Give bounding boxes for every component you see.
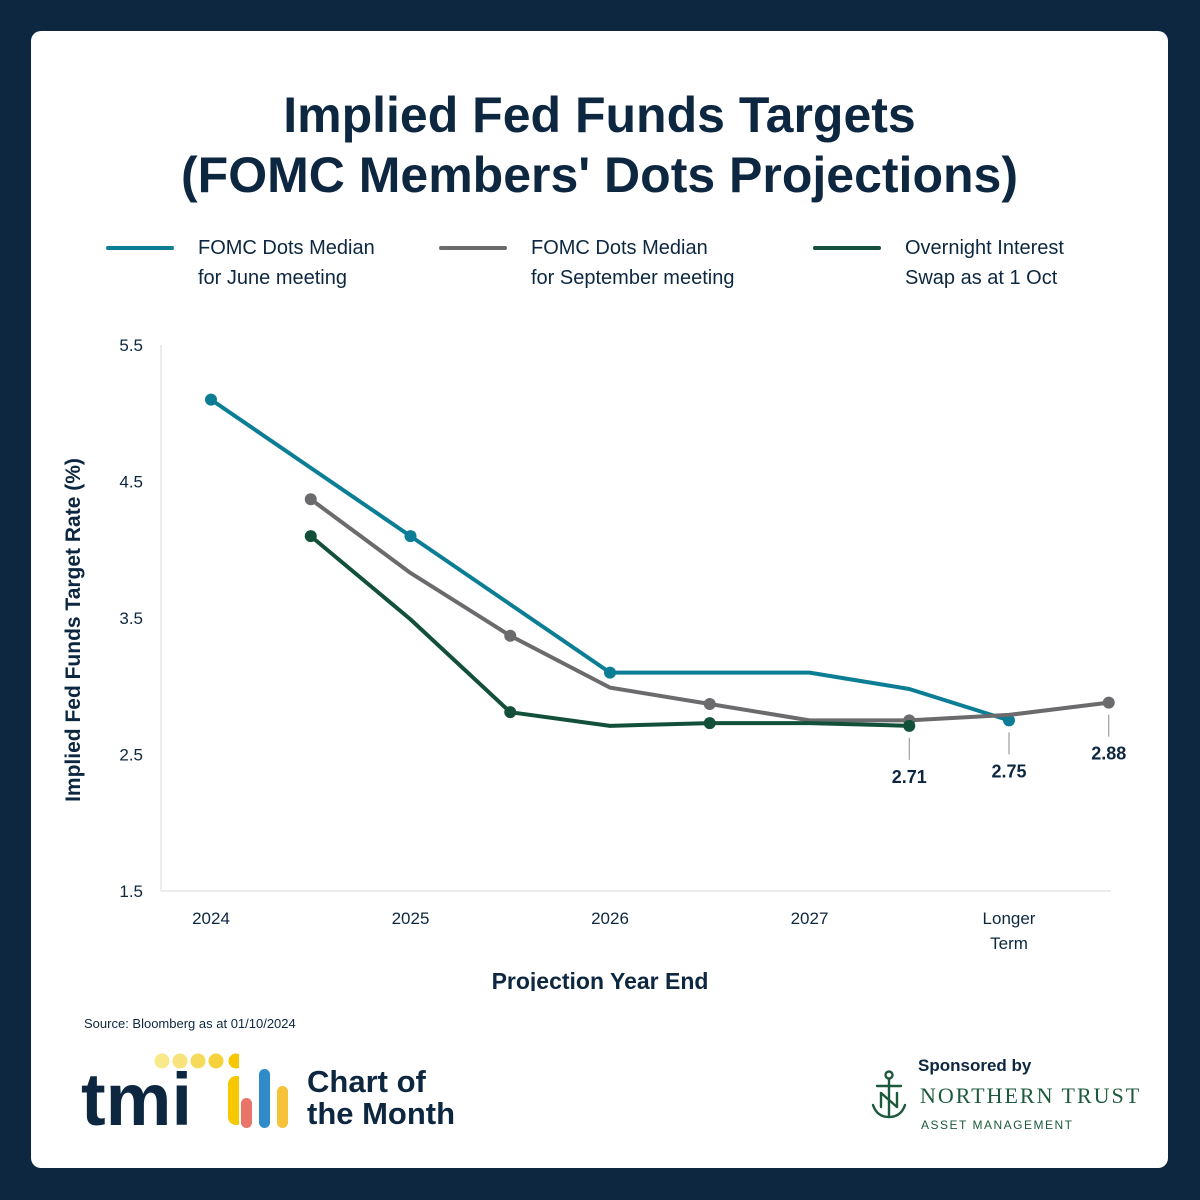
data-label: 2.75 xyxy=(991,761,1026,781)
x-tick-label: Longer Term xyxy=(983,909,1036,953)
y-tick-label: 4.5 xyxy=(119,473,143,492)
y-tick-label: 3.5 xyxy=(119,609,143,628)
data-label: 2.88 xyxy=(1091,744,1126,764)
sponsored-by-label: Sponsored by xyxy=(918,1056,1032,1075)
series-point-0 xyxy=(404,530,417,543)
legend-label-ois: Overnight Interest Swap as at 1 Oct xyxy=(905,233,1064,293)
legend-swatch-september xyxy=(439,246,507,250)
series-point-2 xyxy=(903,719,916,732)
x-tick-label: 2025 xyxy=(392,909,430,928)
legend-swatch-ois xyxy=(813,246,881,250)
legend-label-september: FOMC Dots Median for September meeting xyxy=(531,233,734,293)
tmi-dot-4 xyxy=(208,1053,224,1069)
chart-card: Implied Fed Funds Targets (FOMC Members'… xyxy=(31,31,1168,1168)
chart-title-line1: Implied Fed Funds Targets xyxy=(283,87,916,143)
chart-title: Implied Fed Funds Targets (FOMC Members'… xyxy=(31,85,1168,205)
legend-label-september-line1: FOMC Dots Median xyxy=(531,237,708,259)
chart-of-the-month-label: Chart of the Month xyxy=(307,1066,455,1130)
legend-label-june: FOMC Dots Median for June meeting xyxy=(198,233,375,293)
series-line-2 xyxy=(308,534,912,728)
cotm-line1: Chart of xyxy=(307,1064,426,1099)
series-point-2 xyxy=(504,706,517,719)
chart-title-line2: (FOMC Members' Dots Projections) xyxy=(181,147,1018,203)
tmi-logo: tmi xyxy=(81,1053,239,1133)
series-line-0 xyxy=(209,397,1011,723)
cotm-line2: the Month xyxy=(307,1096,456,1131)
sponsor-subtitle: ASSET MANAGEMENT xyxy=(921,1118,1074,1132)
chart-of-the-month-icon xyxy=(241,1069,288,1128)
sponsor-name: NORTHERN TRUST xyxy=(920,1083,1142,1108)
y-tick-label: 1.5 xyxy=(119,882,143,901)
legend-label-ois-line2: Swap as at 1 Oct xyxy=(905,267,1058,289)
y-axis-label: Implied Fed Funds Target Rate (%) xyxy=(62,458,85,802)
tmi-wordmark-tm: tmi xyxy=(81,1058,192,1133)
tmi-dot-2 xyxy=(172,1053,188,1069)
tmi-i-stem xyxy=(228,1076,239,1125)
legend-label-june-line2: for June meeting xyxy=(198,267,347,289)
series-point-0 xyxy=(604,666,616,679)
tmi-dot-1 xyxy=(154,1053,170,1069)
series-point-1 xyxy=(504,629,517,642)
series-point-0 xyxy=(1003,714,1015,727)
x-tick-label: 2024 xyxy=(192,909,230,928)
legend-label-ois-line1: Overnight Interest xyxy=(905,237,1064,259)
y-tick-label: 2.5 xyxy=(119,746,143,765)
legend-swatch-june xyxy=(106,246,174,250)
source-note: Source: Bloomberg as at 01/10/2024 xyxy=(84,1016,296,1031)
legend-label-september-line2: for September meeting xyxy=(531,267,735,289)
series-point-1 xyxy=(703,697,716,710)
x-tick-label: 2026 xyxy=(591,909,629,928)
line-chart: 1.5 2.5 3.5 4.5 5.5 2024 2025 2026 2027 Longer Ter… xyxy=(62,336,1126,991)
y-tick-label: 5.5 xyxy=(119,336,143,355)
legend-label-june-line1: FOMC Dots Median xyxy=(198,237,375,259)
x-tick-label: 2027 xyxy=(791,909,829,928)
anchor-icon xyxy=(871,1070,907,1119)
series-point-1 xyxy=(304,493,317,506)
series-point-1 xyxy=(1102,696,1115,709)
tmi-dot-3 xyxy=(190,1053,206,1069)
series-point-2 xyxy=(304,530,317,543)
series-point-0 xyxy=(205,393,217,406)
series-line-1 xyxy=(308,497,1111,723)
data-label: 2.71 xyxy=(892,767,927,787)
tmi-dot-5 xyxy=(228,1053,239,1069)
series-point-2 xyxy=(703,717,716,730)
x-axis-label: Projection Year End xyxy=(492,968,709,991)
